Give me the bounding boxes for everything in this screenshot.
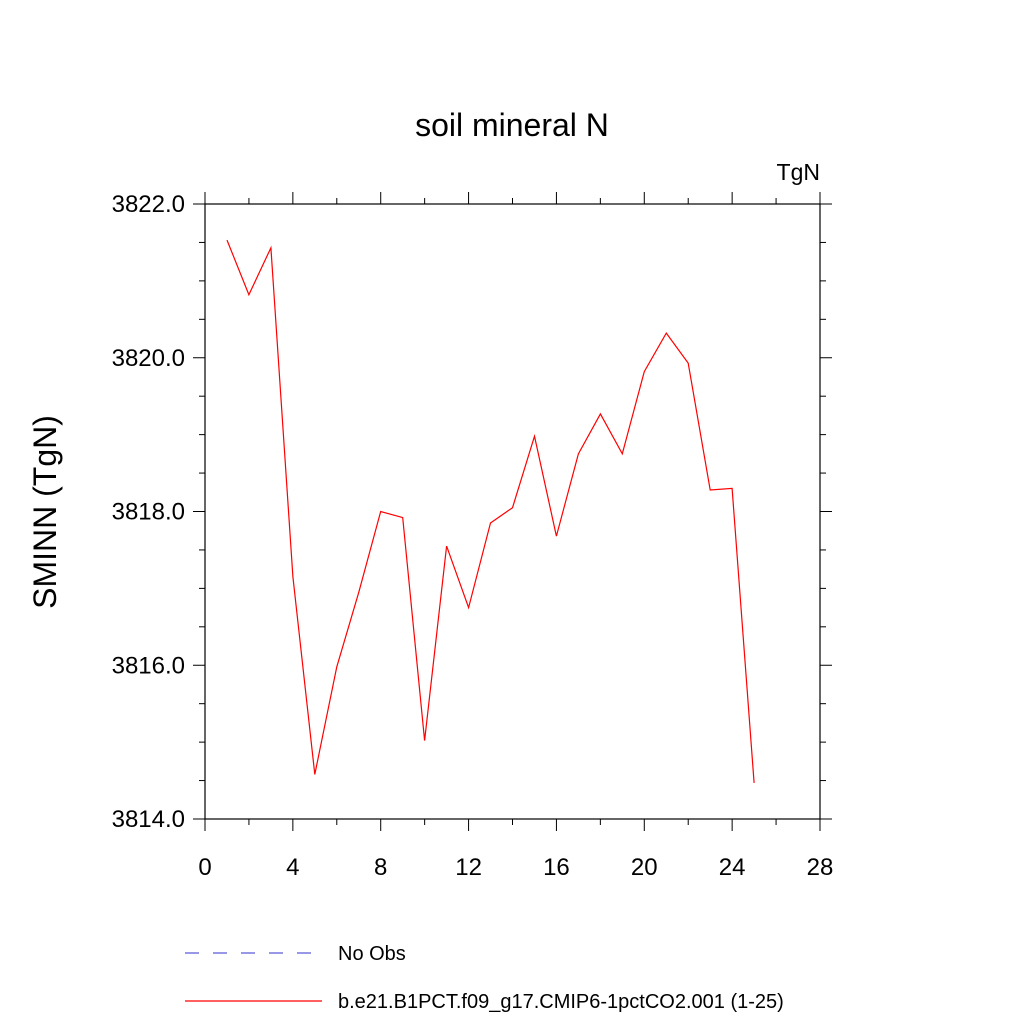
x-tick-label: 0	[198, 854, 211, 881]
x-tick-label: 20	[631, 854, 658, 881]
axis-ticks	[193, 192, 832, 831]
x-tick-label: 28	[807, 854, 834, 881]
legend-label-no-obs: No Obs	[338, 943, 406, 965]
axis-tick-labels: 0 4 8 12 16 20 24 28 3814.0 3816.0 3818.0 3820.0 382…	[112, 191, 834, 881]
y-tick-label: 3822.0	[112, 191, 185, 218]
legend-label-model: b.e21.B1PCT.f09_g17.CMIP6-1pctCO2.001 (1…	[338, 991, 784, 1013]
y-axis-label: SMINN (TgN)	[27, 415, 63, 609]
x-tick-label: 8	[374, 854, 387, 881]
x-tick-label: 24	[719, 854, 746, 881]
x-tick-label: 16	[543, 854, 570, 881]
y-tick-label: 3820.0	[112, 345, 185, 372]
y-tick-label: 3814.0	[112, 806, 185, 833]
x-tick-label: 4	[286, 854, 299, 881]
y-tick-label: 3818.0	[112, 499, 185, 526]
units-label: TgN	[777, 159, 820, 185]
plot-frame	[204, 203, 821, 820]
y-tick-label: 3816.0	[112, 652, 185, 679]
legend: No Obs b.e21.B1PCT.f09_g17.CMIP6-1pctCO2…	[185, 943, 784, 1013]
series-line	[226, 239, 755, 783]
x-tick-label: 12	[455, 854, 482, 881]
chart-title: soil mineral N	[415, 107, 609, 143]
